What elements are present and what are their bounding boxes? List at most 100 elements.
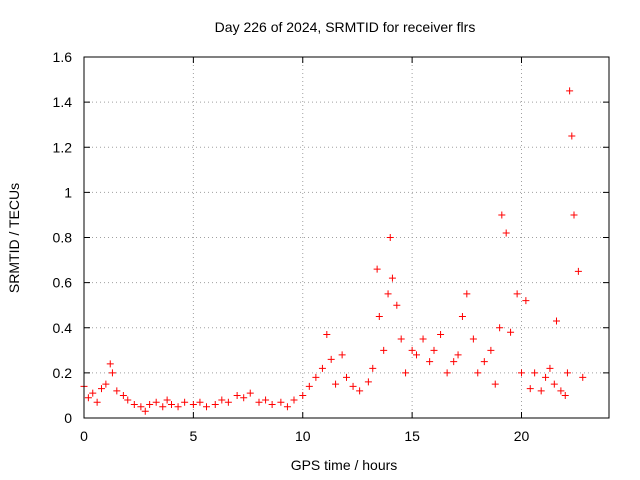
data-point bbox=[496, 324, 504, 332]
data-point bbox=[130, 400, 138, 408]
data-point bbox=[546, 364, 554, 372]
y-tick-label: 0.4 bbox=[53, 320, 73, 336]
data-point bbox=[102, 380, 110, 388]
x-tick-label: 15 bbox=[404, 428, 420, 444]
axis-ticks: 0 5 10 15 20 0 0.2 0.4 0.6 0.8 1 1.2 1.4 1.6 bbox=[53, 49, 609, 444]
data-point bbox=[426, 358, 434, 366]
data-point bbox=[373, 265, 381, 273]
data-point bbox=[458, 312, 466, 320]
data-point bbox=[196, 398, 204, 406]
data-point bbox=[542, 373, 550, 381]
data-point bbox=[430, 346, 438, 354]
data-points bbox=[80, 87, 587, 415]
data-point bbox=[119, 391, 127, 399]
x-tick-label: 20 bbox=[514, 428, 530, 444]
data-point bbox=[240, 394, 248, 402]
data-point bbox=[397, 335, 405, 343]
data-point bbox=[502, 229, 510, 237]
data-point bbox=[491, 380, 499, 388]
data-point bbox=[498, 211, 506, 219]
data-point bbox=[141, 407, 149, 415]
data-point bbox=[233, 391, 241, 399]
data-point bbox=[152, 398, 160, 406]
data-point bbox=[163, 396, 171, 404]
data-point bbox=[323, 331, 331, 339]
data-point bbox=[343, 373, 350, 381]
data-point bbox=[332, 380, 340, 388]
data-point bbox=[463, 290, 471, 298]
y-tick-label: 1.6 bbox=[53, 49, 73, 65]
data-point bbox=[402, 369, 410, 377]
y-tick-label: 1.4 bbox=[53, 94, 73, 110]
data-point bbox=[469, 335, 477, 343]
data-point bbox=[290, 396, 298, 404]
y-tick-label: 1.2 bbox=[53, 139, 73, 155]
data-point bbox=[124, 396, 132, 404]
data-point bbox=[518, 369, 525, 377]
data-point bbox=[327, 355, 335, 363]
data-point bbox=[356, 387, 364, 395]
data-point bbox=[98, 385, 105, 393]
grid bbox=[84, 57, 609, 418]
data-point bbox=[246, 389, 254, 397]
data-point bbox=[369, 364, 377, 372]
x-tick-label: 0 bbox=[80, 428, 88, 444]
data-point bbox=[108, 369, 116, 377]
data-point bbox=[522, 297, 530, 305]
data-point bbox=[174, 403, 182, 411]
data-point bbox=[268, 400, 276, 408]
y-tick-label: 0.8 bbox=[53, 230, 73, 246]
data-point bbox=[513, 290, 521, 298]
data-point bbox=[255, 398, 263, 406]
data-point bbox=[146, 400, 154, 408]
data-point bbox=[568, 132, 576, 140]
data-point bbox=[487, 346, 495, 354]
data-point bbox=[375, 312, 383, 320]
data-point bbox=[312, 373, 320, 381]
data-point bbox=[570, 211, 578, 219]
data-point bbox=[93, 398, 101, 406]
y-axis-label: SRMTID / TECUs bbox=[6, 183, 22, 293]
data-point bbox=[224, 398, 232, 406]
data-point bbox=[480, 358, 488, 366]
data-point bbox=[437, 331, 445, 339]
data-point bbox=[277, 398, 285, 406]
data-point bbox=[305, 382, 313, 390]
data-point bbox=[113, 387, 121, 395]
data-point bbox=[299, 391, 307, 399]
data-point bbox=[203, 403, 210, 411]
data-point bbox=[159, 403, 167, 411]
data-point bbox=[218, 396, 226, 404]
data-point bbox=[563, 369, 571, 377]
data-point bbox=[137, 403, 145, 411]
y-tick-label: 0.2 bbox=[53, 365, 73, 381]
data-point bbox=[419, 335, 427, 343]
data-point bbox=[84, 394, 92, 402]
data-point bbox=[550, 380, 558, 388]
data-point bbox=[561, 391, 569, 399]
data-point bbox=[526, 385, 534, 393]
y-tick-label: 1 bbox=[64, 184, 72, 200]
data-point bbox=[168, 400, 175, 408]
data-point bbox=[531, 369, 539, 377]
data-point bbox=[413, 351, 420, 359]
data-point bbox=[349, 382, 357, 390]
plot-frame bbox=[83, 56, 610, 419]
data-point bbox=[454, 351, 462, 359]
data-point bbox=[507, 328, 515, 336]
data-point bbox=[553, 317, 560, 325]
data-point bbox=[388, 274, 396, 282]
data-point bbox=[386, 234, 394, 241]
data-point bbox=[450, 358, 458, 366]
data-point bbox=[579, 373, 587, 381]
x-tick-label: 5 bbox=[189, 428, 197, 444]
data-point bbox=[566, 87, 574, 95]
data-point bbox=[384, 290, 392, 298]
data-point bbox=[380, 346, 388, 354]
data-point bbox=[557, 387, 565, 395]
data-point bbox=[537, 387, 545, 395]
data-point bbox=[89, 389, 97, 397]
data-point bbox=[318, 364, 326, 372]
data-point bbox=[106, 360, 114, 368]
